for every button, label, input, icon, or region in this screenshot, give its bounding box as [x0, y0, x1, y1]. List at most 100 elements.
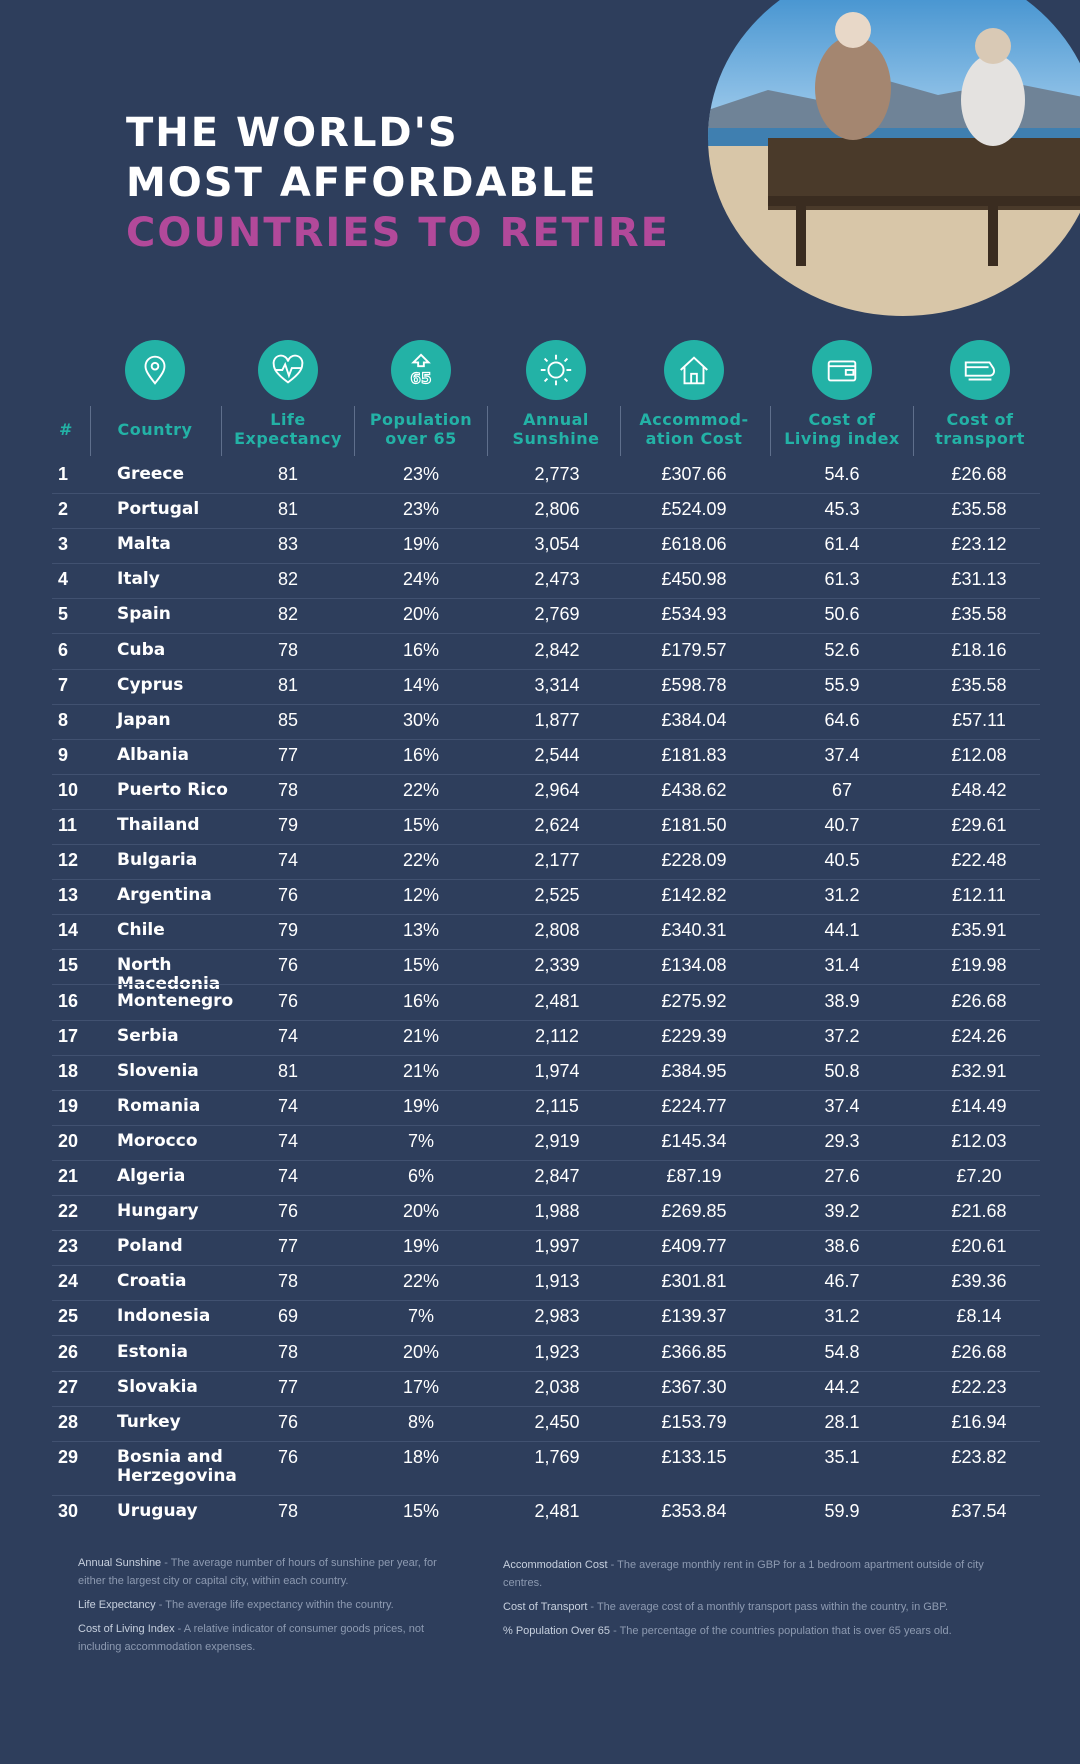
country-cell: Thailand	[117, 815, 200, 835]
accom-cell: £181.50	[661, 815, 727, 835]
transport-cell: £26.68	[951, 464, 1007, 484]
accom-cell: £224.77	[661, 1095, 727, 1116]
transport-cell: £12.08	[951, 744, 1007, 765]
accom-cell: £133.15	[661, 1446, 727, 1467]
row-divider	[52, 1019, 1040, 1021]
note-cost-of-living: Cost of Living Index - A relative indica…	[78, 1623, 425, 1653]
transport-cell: £21.68	[951, 1201, 1007, 1222]
pop65-cell: 19%	[402, 1236, 440, 1257]
sunshine-cell: 3,054	[534, 534, 580, 555]
life-cell: 77	[277, 744, 299, 765]
pop65-cell: 16%	[402, 744, 440, 765]
country-cell: Spain	[117, 604, 171, 625]
col-cell: 45.3	[824, 499, 860, 520]
transport-cell: £35.58	[951, 604, 1007, 625]
sunshine-cell: 2,769	[534, 604, 580, 625]
sunshine-cell: 1,877	[534, 709, 580, 730]
rank-cell: 26	[58, 1341, 79, 1362]
col-cell: 44.1	[824, 920, 860, 941]
note-cost-of-transport: Cost of Transport - The average cost of …	[503, 1601, 949, 1613]
table-row: 15 North Macedonia 76 15% 2,339 £134.08 31.4 £1…	[0, 950, 1080, 994]
accom-cell: £534.93	[661, 604, 727, 625]
row-divider	[52, 1370, 1040, 1372]
row-divider	[52, 1300, 1040, 1302]
row-divider	[52, 773, 1040, 775]
sunshine-cell: 2,983	[534, 1306, 580, 1327]
country-cell: Slovenia	[117, 1060, 199, 1081]
accom-cell: £438.62	[661, 779, 727, 800]
sunshine-cell: 2,481	[534, 990, 580, 1011]
pop65-cell: 16%	[402, 990, 440, 1011]
pop65-cell: 7%	[407, 1130, 434, 1151]
life-cell: 76	[277, 990, 299, 1011]
transport-cell: £57.11	[952, 709, 1006, 730]
life-cell: 78	[277, 1341, 299, 1362]
table-row: 11 Thailand 79 15% 2,624 £181.50 40.7 £29.61	[0, 810, 1080, 846]
table-row: 2 Portugal 81 23% 2,806 £524.09 45.3 £35.58	[0, 494, 1080, 530]
table-row: 22 Hungary 76 20% 1,988 £269.85 39.2 £21.68	[0, 1196, 1080, 1232]
sunshine-cell: 2,450	[534, 1411, 580, 1432]
sunshine-cell: 2,038	[534, 1376, 580, 1397]
life-cell: 81	[277, 499, 299, 520]
col-cell: 37.2	[824, 1025, 860, 1046]
pop65-cell: 23%	[402, 464, 440, 484]
rank-cell: 7	[58, 674, 69, 695]
rank-cell: 20	[58, 1130, 79, 1151]
transport-cell: £32.91	[951, 1060, 1007, 1081]
table-row: 29 Bosnia and Herzegovina 76 18% 1,769 £133.1…	[0, 1442, 1080, 1496]
sunshine-cell: 1,923	[534, 1341, 580, 1362]
transport-cell: £37.54	[951, 1500, 1007, 1521]
col-cell: 64.6	[824, 709, 860, 730]
table-row: 19 Romania 74 19% 2,115 £224.77 37.4 £14.49	[0, 1091, 1080, 1126]
accom-cell: £307.66	[661, 464, 727, 484]
row-divider	[52, 914, 1040, 916]
life-cell: 77	[277, 1376, 299, 1397]
accom-cell: £134.08	[661, 955, 727, 976]
life-cell: 76	[277, 1411, 299, 1432]
note-life-expectancy: Life Expectancy - The average life expec…	[78, 1599, 394, 1611]
pop65-cell: 18%	[402, 1446, 440, 1467]
table-row: 10 Puerto Rico 78 22% 2,964 £438.62 67 £48.42	[0, 775, 1080, 810]
life-cell: 76	[277, 955, 299, 976]
note-annual-sunshine: Annual Sunshine - The average number of …	[78, 1557, 437, 1587]
sunshine-cell: 2,919	[534, 1130, 580, 1151]
pop65-cell: 13%	[402, 920, 440, 941]
rank-cell: 23	[58, 1236, 79, 1257]
sunshine-cell: 2,473	[534, 569, 580, 590]
accom-cell: £179.57	[661, 639, 727, 660]
life-cell: 78	[277, 639, 299, 660]
transport-cell: £14.49	[951, 1095, 1007, 1116]
rank-cell: 8	[58, 709, 69, 730]
row-divider	[52, 949, 1040, 951]
accom-cell: £139.37	[661, 1306, 727, 1327]
pop65-cell: 7%	[407, 1306, 434, 1327]
sunshine-cell: 2,624	[534, 815, 580, 835]
pop65-cell: 8%	[407, 1411, 434, 1432]
country-cell: Japan	[117, 709, 171, 730]
col-cell: 27.6	[824, 1166, 860, 1186]
col-cell: 55.9	[824, 674, 860, 695]
transport-cell: £31.13	[951, 569, 1007, 590]
life-cell: 78	[277, 779, 299, 800]
rank-cell: 9	[58, 744, 69, 765]
accom-cell: £153.79	[661, 1411, 727, 1432]
transport-cell: £39.36	[951, 1271, 1007, 1292]
sunshine-cell: 1,913	[534, 1271, 580, 1292]
col-cell: 38.6	[824, 1236, 860, 1257]
pop65-cell: 6%	[407, 1166, 434, 1186]
accom-cell: £384.04	[661, 709, 727, 730]
life-cell: 85	[277, 709, 299, 730]
rank-cell: 11	[58, 815, 78, 835]
transport-cell: £23.12	[951, 534, 1007, 555]
header-rank: #	[59, 420, 73, 439]
pop65-cell: 19%	[402, 534, 440, 555]
accom-cell: £409.77	[661, 1236, 727, 1257]
pop65-cell: 23%	[402, 499, 440, 520]
sunshine-cell: 2,177	[534, 850, 580, 871]
sunshine-cell: 1,997	[534, 1236, 580, 1257]
sunshine-cell: 2,339	[534, 955, 580, 976]
rank-cell: 6	[58, 639, 69, 660]
row-divider	[52, 1494, 1040, 1496]
country-cell: Italy	[117, 569, 160, 590]
col-cell: 37.4	[824, 1095, 860, 1116]
